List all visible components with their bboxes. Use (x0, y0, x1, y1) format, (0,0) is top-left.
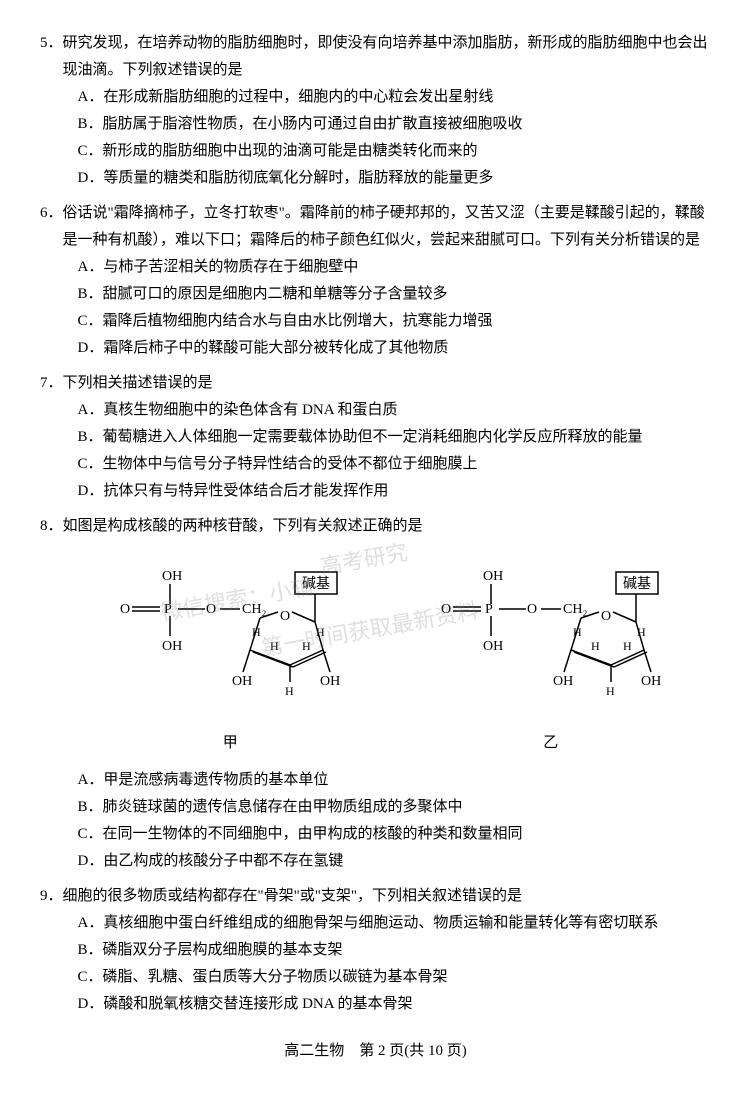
question-9: 9．细胞的很多物质或结构都存在"骨架"或"支架"，下列相关叙述错误的是 A．真核… (40, 883, 711, 1018)
svg-text:H: H (623, 639, 632, 653)
svg-text:碱基: 碱基 (302, 575, 330, 592)
svg-text:H: H (316, 625, 325, 639)
svg-text:OH: OH (483, 569, 503, 584)
choices: A．甲是流感病毒遗传物质的基本单位 B．肺炎链球菌的遗传信息储存在由甲物质组成的… (40, 767, 711, 875)
question-stem: 9．细胞的很多物质或结构都存在"骨架"或"支架"，下列相关叙述错误的是 (40, 883, 711, 910)
nucleotide-figures: OH O P O OH CH₂ O (40, 550, 711, 757)
svg-text:碱基: 碱基 (623, 575, 651, 592)
choice-A: A．真核细胞中蛋白纤维组成的细胞骨架与细胞运动、物质运输和能量转化等有密切联系 (78, 910, 712, 937)
svg-text:OH: OH (232, 674, 252, 689)
figure-label-yi: 乙 (431, 730, 671, 757)
choice-C: C．磷脂、乳糖、蛋白质等大分子物质以碳链为基本骨架 (78, 964, 712, 991)
stem-text: 细胞的很多物质或结构都存在"骨架"或"支架"，下列相关叙述错误的是 (63, 888, 523, 904)
choice-A: A．与柿子苦涩相关的物质存在于细胞壁中 (78, 254, 712, 281)
svg-text:O: O (527, 602, 537, 617)
choices: A．真核生物细胞中的染色体含有 DNA 和蛋白质 B．葡萄糖进入人体细胞一定需要… (40, 397, 711, 505)
choice-D: D．等质量的糖类和脂肪彻底氧化分解时，脂肪释放的能量更多 (78, 165, 712, 192)
svg-text:OH: OH (320, 674, 340, 689)
svg-text:OH: OH (162, 639, 182, 654)
svg-text:H: H (573, 625, 582, 639)
choice-D: D．磷酸和脱氧核糖交替连接形成 DNA 的基本骨架 (78, 991, 712, 1018)
choice-B: B．肺炎链球菌的遗传信息储存在由甲物质组成的多聚体中 (78, 794, 712, 821)
stem-text: 研究发现，在培养动物的脂肪细胞时，即使没有向培养基中添加脂肪，新形成的脂肪细胞中… (63, 35, 708, 78)
figure-jia: OH O P O OH CH₂ O (110, 550, 350, 757)
choice-B: B．甜腻可口的原因是细胞内二糖和单糖等分子含量较多 (78, 281, 712, 308)
svg-text:OH: OH (162, 569, 182, 584)
question-8: 8．如图是构成核酸的两种核苷酸，下列有关叙述正确的是 OH O P O OH (40, 513, 711, 875)
question-stem: 5．研究发现，在培养动物的脂肪细胞时，即使没有向培养基中添加脂肪，新形成的脂肪细… (40, 30, 711, 84)
svg-text:H: H (591, 639, 600, 653)
choice-C: C．新形成的脂肪细胞中出现的油滴可能是由糖类转化而来的 (78, 138, 712, 165)
choice-D: D．霜降后柿子中的鞣酸可能大部分被转化成了其他物质 (78, 335, 712, 362)
nucleotide-yi-svg: OH O P O OH CH₂ O (431, 550, 671, 720)
stem-text: 如图是构成核酸的两种核苷酸，下列有关叙述正确的是 (63, 518, 423, 534)
choice-C: C．生物体中与信号分子特异性结合的受体不都位于细胞膜上 (78, 451, 712, 478)
svg-text:H: H (285, 684, 294, 698)
svg-text:H: H (606, 684, 615, 698)
page-footer: 高二生物 第 2 页(共 10 页) (40, 1038, 711, 1065)
svg-text:O: O (441, 602, 451, 617)
choice-A: A．真核生物细胞中的染色体含有 DNA 和蛋白质 (78, 397, 712, 424)
choice-A: A．在形成新脂肪细胞的过程中，细胞内的中心粒会发出星射线 (78, 84, 712, 111)
svg-text:H: H (252, 625, 261, 639)
choice-C: C．霜降后植物细胞内结合水与自由水比例增大，抗寒能力增强 (78, 308, 712, 335)
question-5: 5．研究发现，在培养动物的脂肪细胞时，即使没有向培养基中添加脂肪，新形成的脂肪细… (40, 30, 711, 192)
svg-text:OH: OH (641, 674, 661, 689)
choice-B: B．葡萄糖进入人体细胞一定需要载体协助但不一定消耗细胞内化学反应所释放的能量 (78, 424, 712, 451)
question-stem: 8．如图是构成核酸的两种核苷酸，下列有关叙述正确的是 (40, 513, 711, 540)
stem-text: 下列相关描述错误的是 (63, 375, 213, 391)
choice-D: D．抗体只有与特异性受体结合后才能发挥作用 (78, 478, 712, 505)
svg-text:OH: OH (553, 674, 573, 689)
figure-yi: OH O P O OH CH₂ O (431, 550, 671, 757)
svg-text:OH: OH (483, 639, 503, 654)
question-number: 9． (40, 888, 63, 904)
choice-C: C．在同一生物体的不同细胞中，由甲构成的核酸的种类和数量相同 (78, 821, 712, 848)
svg-text:P: P (164, 602, 172, 617)
question-number: 5． (40, 35, 63, 51)
question-stem: 6．俗话说"霜降摘柿子，立冬打软枣"。霜降前的柿子硬邦邦的，又苦又涩（主要是鞣酸… (40, 200, 711, 254)
choices: A．真核细胞中蛋白纤维组成的细胞骨架与细胞运动、物质运输和能量转化等有密切联系 … (40, 910, 711, 1018)
nucleotide-jia-svg: OH O P O OH CH₂ O (110, 550, 350, 720)
svg-text:H: H (270, 639, 279, 653)
svg-text:O: O (601, 609, 611, 624)
question-number: 8． (40, 518, 63, 534)
svg-text:H: H (637, 625, 646, 639)
figure-label-jia: 甲 (110, 730, 350, 757)
svg-text:O: O (120, 602, 130, 617)
svg-text:CH₂: CH₂ (563, 602, 587, 617)
choice-B: B．磷脂双分子层构成细胞膜的基本支架 (78, 937, 712, 964)
stem-text: 俗话说"霜降摘柿子，立冬打软枣"。霜降前的柿子硬邦邦的，又苦又涩（主要是鞣酸引起… (63, 205, 705, 248)
choices: A．与柿子苦涩相关的物质存在于细胞壁中 B．甜腻可口的原因是细胞内二糖和单糖等分… (40, 254, 711, 362)
question-7: 7．下列相关描述错误的是 A．真核生物细胞中的染色体含有 DNA 和蛋白质 B．… (40, 370, 711, 505)
choice-A: A．甲是流感病毒遗传物质的基本单位 (78, 767, 712, 794)
svg-text:CH₂: CH₂ (242, 602, 266, 617)
choice-D: D．由乙构成的核酸分子中都不存在氢键 (78, 848, 712, 875)
question-number: 7． (40, 375, 63, 391)
svg-text:P: P (485, 602, 493, 617)
choice-B: B．脂肪属于脂溶性物质，在小肠内可通过自由扩散直接被细胞吸收 (78, 111, 712, 138)
question-number: 6． (40, 205, 63, 221)
svg-text:H: H (302, 639, 311, 653)
question-6: 6．俗话说"霜降摘柿子，立冬打软枣"。霜降前的柿子硬邦邦的，又苦又涩（主要是鞣酸… (40, 200, 711, 362)
choices: A．在形成新脂肪细胞的过程中，细胞内的中心粒会发出星射线 B．脂肪属于脂溶性物质… (40, 84, 711, 192)
svg-text:O: O (206, 602, 216, 617)
question-stem: 7．下列相关描述错误的是 (40, 370, 711, 397)
svg-text:O: O (280, 609, 290, 624)
